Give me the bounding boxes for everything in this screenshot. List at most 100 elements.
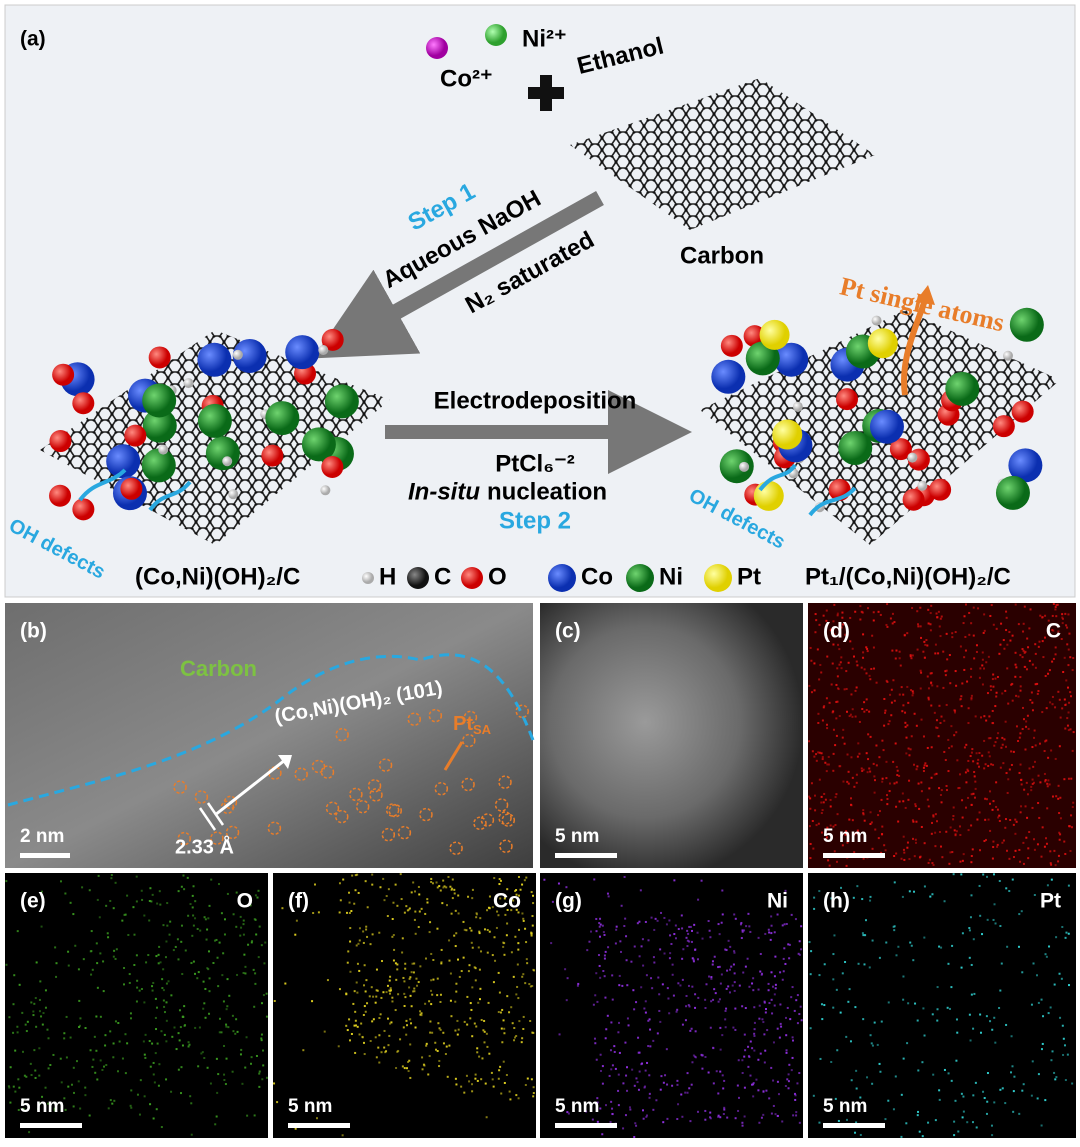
- eds-dot: [636, 1081, 639, 1084]
- eds-dot: [788, 943, 791, 946]
- eds-dot: [836, 700, 839, 703]
- eds-dot: [425, 1042, 428, 1045]
- eds-dot: [992, 840, 995, 843]
- eds-dot: [1002, 639, 1005, 642]
- eds-dot: [970, 667, 973, 670]
- eds-dot: [1012, 750, 1015, 753]
- eds-dot: [1011, 878, 1014, 881]
- eds-dot: [825, 609, 828, 612]
- eds-dot: [833, 934, 836, 937]
- eds-dot: [992, 873, 995, 876]
- eds-dot: [449, 972, 452, 975]
- eds-dot: [476, 1079, 479, 1082]
- eds-dot: [983, 629, 986, 632]
- eds-dot: [1031, 782, 1034, 785]
- eds-dot: [841, 616, 844, 619]
- eds-dot: [646, 1061, 649, 1064]
- eds-dot: [407, 908, 410, 911]
- eds-dot: [945, 632, 948, 635]
- eds-dot: [32, 1014, 35, 1017]
- eds-dot: [812, 847, 815, 850]
- eds-dot: [886, 625, 889, 628]
- eds-dot: [226, 892, 229, 895]
- pt-marker: [480, 813, 495, 827]
- eds-dot: [475, 916, 478, 919]
- eds-dot: [687, 932, 690, 935]
- eds-dot: [963, 656, 966, 659]
- eds-dot: [879, 613, 882, 616]
- eds-dot: [719, 1070, 722, 1073]
- eds-dot: [658, 993, 661, 996]
- eds-dot: [938, 704, 941, 707]
- eds-dot: [795, 1111, 798, 1114]
- eds-dot: [151, 1042, 154, 1045]
- eds-dot: [1061, 613, 1064, 616]
- eds-dot: [768, 1002, 771, 1005]
- eds-dot: [514, 935, 517, 938]
- eds-dot: [862, 934, 865, 937]
- eds-dot: [724, 1009, 727, 1012]
- eds-dot: [485, 1032, 488, 1035]
- eds-dot: [981, 933, 984, 936]
- eds-dot: [165, 1019, 168, 1022]
- eds-dot: [623, 925, 626, 928]
- eds-dot: [258, 925, 261, 928]
- eds-dot: [970, 793, 973, 796]
- eds-dot: [718, 965, 721, 968]
- eds-dot: [908, 858, 911, 861]
- eds-dot: [391, 996, 394, 999]
- eds-dot: [978, 676, 981, 679]
- eds-dot: [772, 1104, 775, 1107]
- eds-dot: [898, 800, 901, 803]
- eds-dot: [135, 954, 138, 957]
- eds-dot: [436, 1050, 439, 1053]
- panel-c-image: [540, 603, 803, 868]
- eds-dot: [155, 1028, 158, 1031]
- eds-dot: [491, 954, 494, 957]
- eds-dot: [101, 1068, 104, 1071]
- eds-dot: [474, 1073, 477, 1076]
- eds-dot: [824, 901, 827, 904]
- eds-dot: [1000, 746, 1003, 749]
- eds-dot: [866, 1076, 869, 1079]
- eds-dot: [98, 916, 101, 919]
- eds-dot: [1022, 630, 1025, 633]
- eds-dot: [752, 989, 755, 992]
- eds-dot: [392, 901, 395, 904]
- eds-dot: [809, 797, 812, 800]
- eds-dot: [613, 1050, 616, 1053]
- eds-dot: [377, 1046, 380, 1049]
- eds-dot: [273, 1082, 276, 1085]
- eds-dot: [317, 911, 320, 914]
- eds-dot: [465, 929, 468, 932]
- eds-dot: [231, 1014, 234, 1017]
- eds-dot: [1019, 676, 1022, 679]
- eds-dot: [16, 930, 19, 933]
- eds-dot: [995, 695, 998, 698]
- eds-dot: [113, 1099, 116, 1102]
- eds-dot: [1002, 762, 1005, 765]
- eds-dot: [353, 902, 356, 905]
- eds-dot: [454, 909, 457, 912]
- atom: [321, 456, 344, 479]
- eds-dot: [930, 832, 933, 835]
- pt-marker: [325, 801, 340, 816]
- eds-dot: [471, 897, 474, 900]
- eds-dot: [711, 960, 714, 963]
- eds-dot: [265, 992, 268, 995]
- eds-dot: [945, 789, 948, 792]
- eds-dot: [1001, 692, 1004, 695]
- eds-dot: [480, 950, 483, 953]
- eds-dot: [832, 710, 835, 713]
- eds-dot: [878, 956, 881, 959]
- eds-dot: [161, 978, 164, 981]
- eds-dot: [798, 1121, 801, 1124]
- eds-dot: [873, 779, 876, 782]
- eds-dot: [645, 1115, 648, 1118]
- eds-dot: [798, 953, 801, 956]
- eds-dot: [839, 1011, 842, 1014]
- eds-dot: [821, 758, 824, 761]
- eds-dot: [1028, 627, 1031, 630]
- eds-dot: [1066, 1053, 1069, 1056]
- eds-dot: [364, 1010, 367, 1013]
